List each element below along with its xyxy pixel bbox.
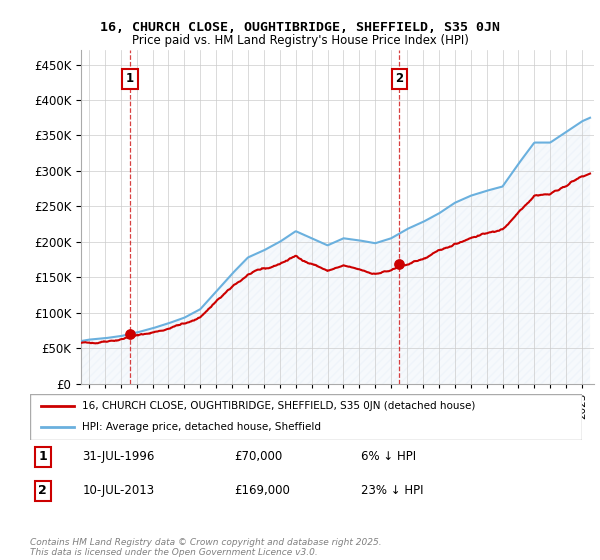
Text: 2: 2	[395, 72, 404, 85]
Text: 2: 2	[38, 484, 47, 497]
Text: Price paid vs. HM Land Registry's House Price Index (HPI): Price paid vs. HM Land Registry's House …	[131, 34, 469, 46]
Text: 23% ↓ HPI: 23% ↓ HPI	[361, 484, 424, 497]
Text: £169,000: £169,000	[234, 484, 290, 497]
FancyBboxPatch shape	[30, 394, 582, 440]
Text: 1: 1	[126, 72, 134, 85]
Text: 16, CHURCH CLOSE, OUGHTIBRIDGE, SHEFFIELD, S35 0JN: 16, CHURCH CLOSE, OUGHTIBRIDGE, SHEFFIEL…	[100, 21, 500, 34]
Text: Contains HM Land Registry data © Crown copyright and database right 2025.
This d: Contains HM Land Registry data © Crown c…	[30, 538, 382, 557]
Text: 6% ↓ HPI: 6% ↓ HPI	[361, 450, 416, 463]
Text: 10-JUL-2013: 10-JUL-2013	[82, 484, 155, 497]
Text: HPI: Average price, detached house, Sheffield: HPI: Average price, detached house, Shef…	[82, 422, 322, 432]
Point	[395, 259, 404, 268]
Text: 1: 1	[38, 450, 47, 463]
Text: £70,000: £70,000	[234, 450, 283, 463]
Text: 31-JUL-1996: 31-JUL-1996	[82, 450, 155, 463]
Point	[125, 329, 135, 338]
Text: 16, CHURCH CLOSE, OUGHTIBRIDGE, SHEFFIELD, S35 0JN (detached house): 16, CHURCH CLOSE, OUGHTIBRIDGE, SHEFFIEL…	[82, 401, 476, 411]
